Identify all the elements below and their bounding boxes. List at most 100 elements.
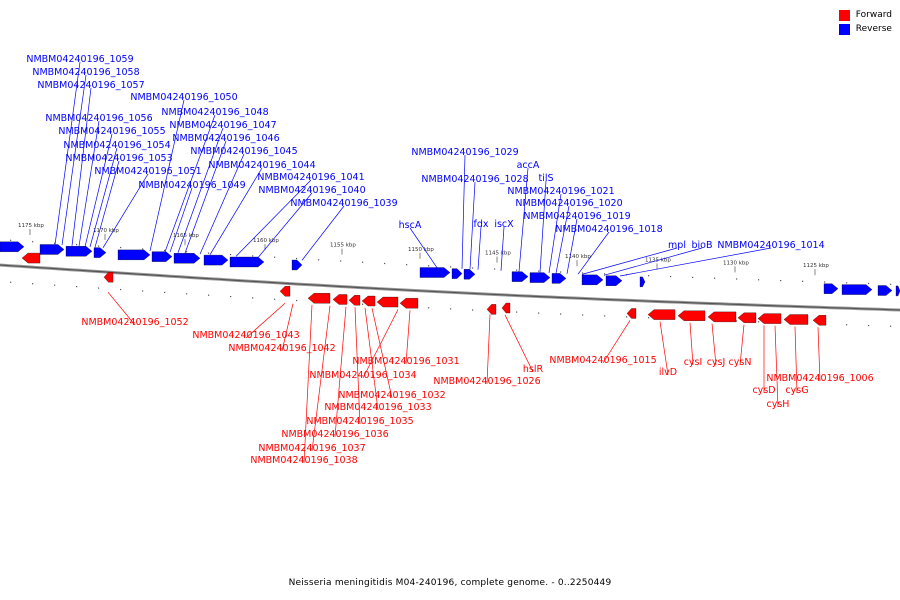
- reverse-gene: [529, 272, 551, 283]
- rail-dot: [274, 256, 276, 258]
- leader-line: [566, 218, 578, 274]
- leader-line: [461, 154, 466, 269]
- forward-gene: [332, 294, 348, 305]
- reverse-gene-label: NMBM04240196_1028: [421, 174, 528, 185]
- leader-line: [518, 167, 529, 272]
- rail-dot: [10, 239, 12, 241]
- reverse-gene: [463, 269, 476, 280]
- leader-line: [89, 147, 118, 248]
- leader-line: [477, 226, 482, 270]
- rail-dot: [428, 265, 430, 267]
- rail-dot: [230, 253, 232, 256]
- leader-line: [603, 247, 703, 276]
- leader-line: [199, 153, 245, 255]
- forward-gene-label: NMBM04240196_1015: [549, 355, 656, 366]
- forward-gene-label: cysG: [785, 385, 808, 396]
- rail-dot: [538, 312, 540, 314]
- rail-dot: [296, 299, 298, 302]
- forward-gene-label: NMBM04240196_1033: [324, 402, 431, 413]
- rail-dot: [736, 278, 738, 280]
- leader-line: [555, 205, 570, 274]
- reverse-gene: [581, 274, 604, 285]
- reverse-swatch: [838, 23, 850, 35]
- leader-line: [303, 304, 313, 464]
- leader-line: [245, 303, 286, 339]
- leader-line: [409, 227, 438, 268]
- rail-dot: [648, 275, 650, 277]
- leader-line: [371, 308, 393, 399]
- leader-line: [405, 310, 411, 365]
- rail-dot: [318, 259, 320, 261]
- forward-gene: [647, 309, 676, 320]
- reverse-gene-label: NMBM04240196_1057: [37, 80, 144, 91]
- leader-line: [102, 173, 149, 249]
- rail-dot: [472, 309, 474, 311]
- rail-dot: [824, 281, 826, 283]
- rail-dot: [450, 266, 452, 268]
- reverse-gene: [117, 249, 151, 261]
- rail-dot: [76, 286, 78, 288]
- forward-gene-label: NMBM04240196_1035: [306, 416, 413, 427]
- reverse-gene-label: NMBM04240196_1021: [507, 186, 614, 197]
- forward-gene: [399, 298, 419, 309]
- rail-dot: [494, 268, 496, 270]
- rail-dot: [802, 280, 804, 282]
- legend-item-reverse: Reverse: [838, 22, 892, 36]
- rail-dot: [516, 311, 518, 313]
- rail-dot: [780, 279, 782, 282]
- reverse-gene-label: NMBM04240196_1046: [172, 133, 279, 144]
- rail-dot: [890, 325, 892, 327]
- leader-line: [774, 325, 779, 408]
- forward-gene-label: NMBM04240196_1043: [192, 330, 299, 341]
- rail-dot: [252, 255, 254, 257]
- leader-line: [362, 309, 399, 379]
- rail-dot: [868, 324, 870, 327]
- reverse-gene-label: NMBM04240196_1040: [258, 185, 365, 196]
- forward-gene-label: cysJ: [707, 357, 726, 368]
- forward-gene-label: NMBM04240196_1034: [309, 370, 416, 381]
- leader-line: [354, 307, 361, 425]
- reverse-gene: [511, 271, 529, 282]
- leader-line: [581, 247, 678, 275]
- forward-gene-label: hslR: [523, 364, 544, 375]
- reverse-gene-label: hscA: [399, 220, 422, 231]
- reverse-gene: [841, 284, 873, 295]
- leader-line: [281, 303, 294, 352]
- rail-dot: [186, 293, 188, 295]
- forward-gene-label: NMBM04240196_1037: [258, 443, 365, 454]
- rail-dot: [758, 321, 760, 323]
- tick-label: 1130 kbp: [723, 260, 749, 266]
- reverse-gene: [895, 285, 900, 297]
- legend-item-forward: Forward: [838, 8, 892, 22]
- tick-label: 1150 kbp: [408, 247, 434, 253]
- reverse-gene: [823, 283, 839, 294]
- tick-label: 1170 kbp: [93, 228, 119, 234]
- rail-dot: [428, 307, 430, 309]
- forward-gene: [376, 296, 399, 308]
- forward-gene: [737, 312, 757, 323]
- rail-dot: [692, 276, 694, 278]
- backbone: [0, 264, 900, 311]
- reverse-gene: [229, 256, 265, 268]
- leader-line: [169, 187, 193, 253]
- rail-dot: [208, 252, 210, 254]
- forward-gene-label: NMBM04240196_1031: [352, 356, 459, 367]
- reverse-gene-label: tilS: [538, 173, 553, 184]
- reverse-gene-label: NMBM04240196_1055: [58, 126, 165, 137]
- leader-line: [739, 324, 745, 366]
- rail-dot: [516, 269, 518, 271]
- reverse-gene-label: fdx: [474, 219, 489, 230]
- tick-label: 1160 kbp: [253, 238, 279, 244]
- reverse-gene: [291, 259, 303, 271]
- tick-label: 1140 kbp: [565, 254, 591, 260]
- reverse-gene: [203, 254, 229, 266]
- reverse-gene: [0, 241, 25, 252]
- forward-gene-label: ilvD: [659, 367, 677, 378]
- leader-line: [209, 167, 263, 255]
- forward-gene: [486, 304, 497, 315]
- forward-gene: [707, 311, 737, 323]
- reverse-gene-label: accA: [517, 160, 540, 171]
- leader-line: [794, 326, 798, 394]
- forward-gene: [677, 310, 706, 321]
- tick-label: 1145 kbp: [485, 251, 511, 257]
